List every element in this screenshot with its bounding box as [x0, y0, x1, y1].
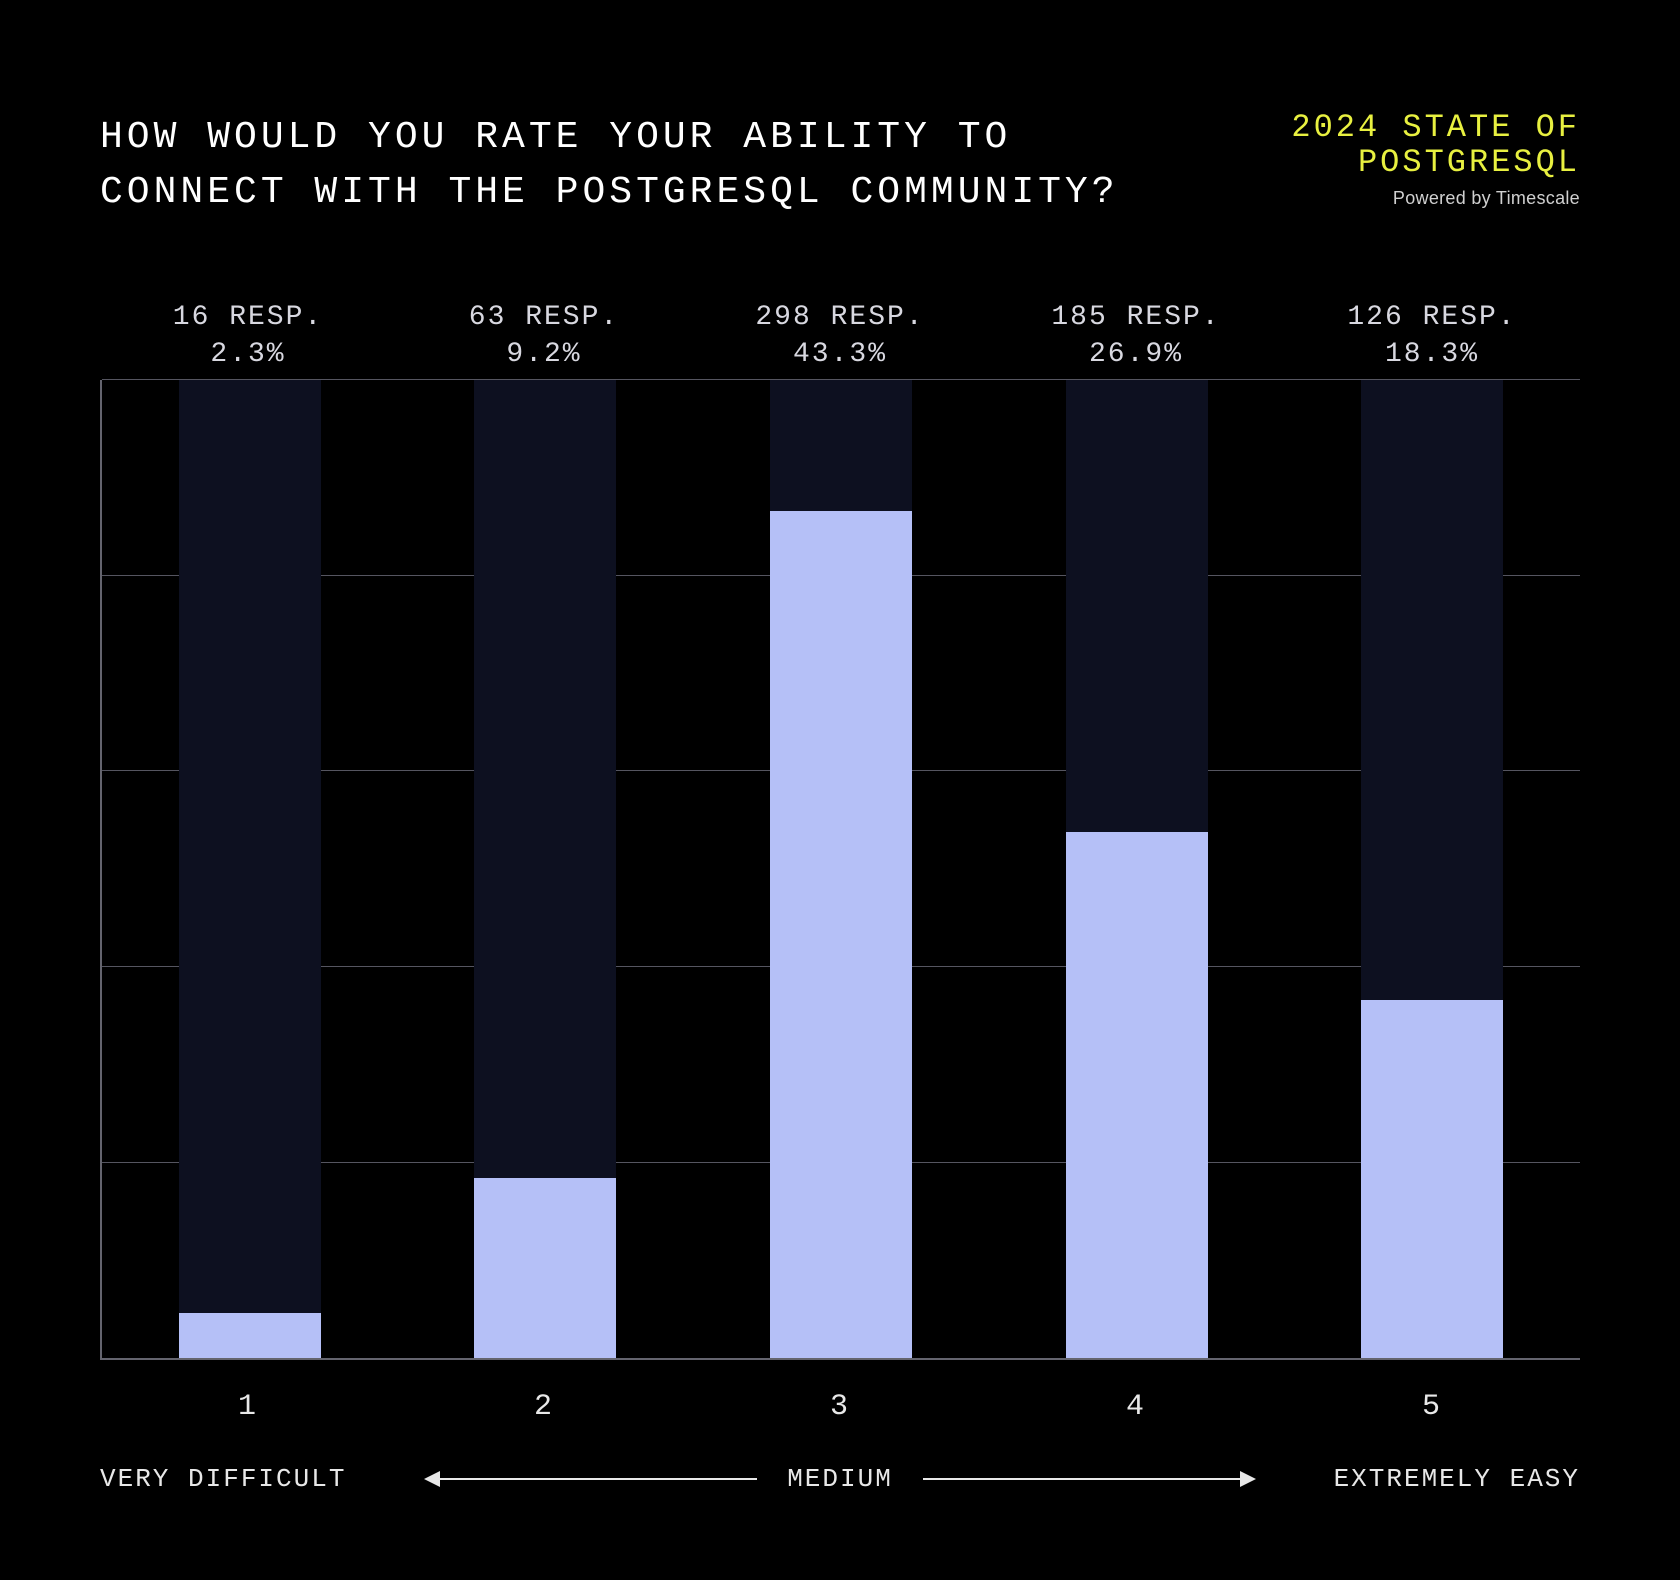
bar-background [179, 380, 321, 1358]
bar-resp-count: 126 RESP. [1284, 300, 1580, 336]
scale-mid: MEDIUM [426, 1464, 1255, 1494]
bar-pct: 43.3% [692, 337, 988, 373]
chart-title: HOW WOULD YOU RATE YOUR ABILITY TO CONNE… [100, 110, 1150, 220]
brand-subtitle: Powered by Timescale [1291, 188, 1580, 209]
bar-resp-count: 16 RESP. [100, 300, 396, 336]
bar-value-labels: 16 RESP. 2.3% 63 RESP. 9.2% 298 RESP. 43… [100, 300, 1580, 380]
bar-fill [474, 1178, 616, 1358]
bar-pct: 9.2% [396, 337, 692, 373]
brand-block: 2024 STATE OF POSTGRESQL Powered by Time… [1291, 110, 1580, 209]
scale-legend: VERY DIFFICULT MEDIUM EXTREMELY EASY [100, 1464, 1580, 1494]
bar-resp-count: 63 RESP. [396, 300, 692, 336]
scale-label-right: EXTREMELY EASY [1254, 1464, 1580, 1494]
x-tick: 2 [396, 1390, 692, 1424]
x-axis-ticks: 1 2 3 4 5 [100, 1390, 1580, 1424]
bar-slot [693, 380, 989, 1358]
bar-label: 126 RESP. 18.3% [1284, 300, 1580, 380]
bars-container [102, 380, 1580, 1358]
bar-label: 63 RESP. 9.2% [396, 300, 692, 380]
bar-label: 16 RESP. 2.3% [100, 300, 396, 380]
bar-slot [1284, 380, 1580, 1358]
bar-resp-count: 185 RESP. [988, 300, 1284, 336]
chart-header: HOW WOULD YOU RATE YOUR ABILITY TO CONNE… [100, 110, 1580, 220]
bar-fill [1361, 1000, 1503, 1358]
bar-pct: 2.3% [100, 337, 396, 373]
plot-area [100, 380, 1580, 1360]
bar-fill [1066, 832, 1208, 1358]
bar-fill [770, 511, 912, 1358]
bar-fill [179, 1313, 321, 1358]
x-tick: 4 [988, 1390, 1284, 1424]
bar-slot [398, 380, 694, 1358]
bar-resp-count: 298 RESP. [692, 300, 988, 336]
brand-title-line2: POSTGRESQL [1291, 145, 1580, 180]
bar-slot [989, 380, 1285, 1358]
bar-label: 185 RESP. 26.9% [988, 300, 1284, 380]
scale-label-left: VERY DIFFICULT [100, 1464, 426, 1494]
bar-label: 298 RESP. 43.3% [692, 300, 988, 380]
bar-slot [102, 380, 398, 1358]
arrow-left-icon [426, 1478, 758, 1480]
x-tick: 3 [692, 1390, 988, 1424]
bar-pct: 18.3% [1284, 337, 1580, 373]
arrow-right-icon [923, 1478, 1255, 1480]
x-tick: 5 [1284, 1390, 1580, 1424]
bar-chart: 16 RESP. 2.3% 63 RESP. 9.2% 298 RESP. 43… [100, 300, 1580, 1360]
bar-pct: 26.9% [988, 337, 1284, 373]
brand-title-line1: 2024 STATE OF [1291, 110, 1580, 145]
x-tick: 1 [100, 1390, 396, 1424]
scale-label-mid: MEDIUM [787, 1464, 893, 1494]
